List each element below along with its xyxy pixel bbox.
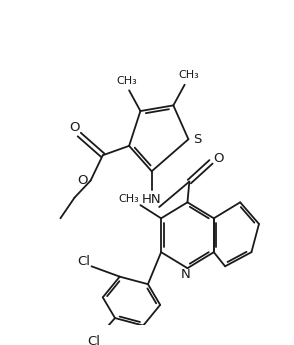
Text: Cl: Cl bbox=[77, 255, 91, 268]
Text: CH₃: CH₃ bbox=[117, 76, 138, 86]
Text: O: O bbox=[213, 151, 224, 165]
Text: HN: HN bbox=[142, 193, 161, 206]
Text: N: N bbox=[181, 268, 191, 281]
Text: S: S bbox=[193, 133, 201, 146]
Text: Cl: Cl bbox=[87, 335, 100, 345]
Text: CH₃: CH₃ bbox=[178, 70, 199, 80]
Text: O: O bbox=[69, 120, 80, 134]
Text: O: O bbox=[77, 174, 87, 187]
Text: CH₃: CH₃ bbox=[119, 195, 139, 205]
